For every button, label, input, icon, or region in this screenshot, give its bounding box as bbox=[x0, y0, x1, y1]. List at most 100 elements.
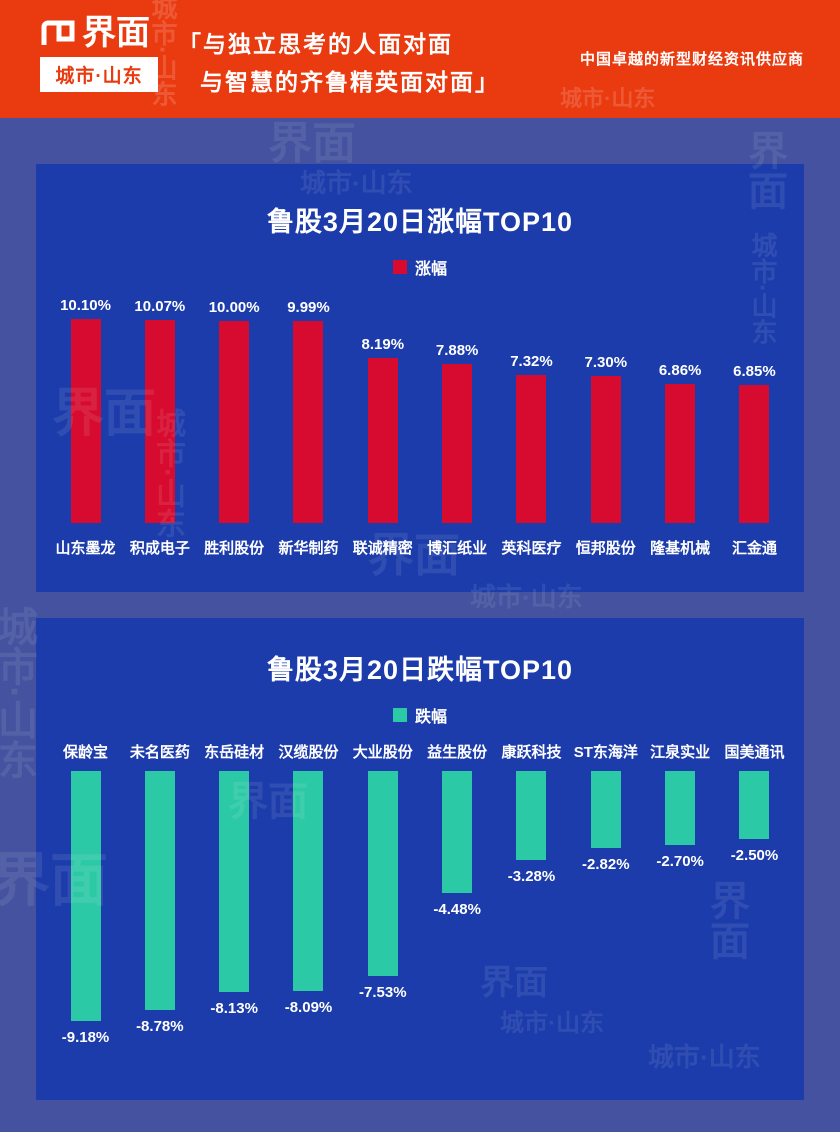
bar-column: 康跃科技 -3.28% bbox=[496, 741, 567, 1053]
bar-column: 9.99% 新华制药 bbox=[273, 293, 344, 557]
bar-category-label: 江泉实业 bbox=[650, 744, 711, 761]
losers-legend-swatch bbox=[392, 708, 407, 722]
bar-category-label: 积成电子 bbox=[129, 540, 190, 557]
losers-legend-label: 跌幅 bbox=[414, 709, 447, 726]
bar-column: 国美通讯 -2.50% bbox=[719, 741, 790, 1053]
bar-category-label: 国美通讯 bbox=[724, 744, 785, 761]
bar-category-label: 汇金通 bbox=[731, 540, 777, 557]
bar-category-label: 康跃科技 bbox=[501, 744, 562, 761]
bar-column: 未名医药 -8.78% bbox=[124, 741, 195, 1053]
bar bbox=[293, 321, 324, 523]
gainers-legend-swatch bbox=[392, 260, 407, 274]
bar-category-label: 保龄宝 bbox=[62, 744, 108, 761]
watermark-city: 城市·山东 bbox=[0, 606, 36, 780]
jiemian-logo-icon bbox=[40, 19, 76, 47]
bar-value-label: 8.19% bbox=[361, 336, 405, 353]
losers-legend: 跌幅 bbox=[36, 703, 804, 727]
bar-value-label: -4.48% bbox=[433, 901, 481, 918]
bar-category-label: 东岳硅材 bbox=[204, 744, 265, 761]
gainers-legend: 涨幅 bbox=[36, 255, 804, 279]
header-tagline: 中国卓越的新型财经资讯供应商 bbox=[579, 51, 804, 68]
bar bbox=[590, 376, 621, 523]
bar-value-label: 6.86% bbox=[658, 362, 702, 379]
bar-category-label: 恒邦股份 bbox=[575, 540, 636, 557]
brand-sub-badge: 城市·山东 bbox=[40, 57, 158, 92]
bar-value-label: 7.32% bbox=[510, 353, 553, 370]
bar-category-label: 新华制药 bbox=[278, 540, 339, 557]
bar-category-label: 联诚精密 bbox=[352, 540, 413, 557]
bar-column: 7.32% 英科医疗 bbox=[496, 293, 567, 557]
bar-value-label: 7.88% bbox=[435, 342, 479, 359]
bar-value-label: -2.50% bbox=[730, 847, 779, 864]
watermark-brand: 界面 bbox=[268, 119, 356, 168]
gainers-legend-label: 涨幅 bbox=[414, 261, 447, 278]
header-banner: 界面 城市·山东 「与独立思考的人面对面 与智慧的齐鲁精英面对面」 中国卓越的新… bbox=[0, 0, 840, 118]
bar-value-label: -2.70% bbox=[656, 853, 704, 870]
bar bbox=[739, 771, 770, 839]
bar-column: 保龄宝 -9.18% bbox=[50, 741, 121, 1053]
bar bbox=[665, 771, 696, 845]
bar-value-label: -7.53% bbox=[359, 984, 407, 1001]
bar bbox=[516, 771, 547, 860]
bar-category-label: 益生股份 bbox=[427, 744, 488, 761]
gainers-chart-title: 鲁股3月20日涨幅TOP10 bbox=[266, 207, 574, 237]
gainers-bar-plot: 10.10% 山东墨龙 10.07% 积成电子 10.00% 胜利股份 9.99% 新华制药 8… bbox=[36, 293, 804, 557]
bar bbox=[144, 771, 175, 1010]
bar bbox=[665, 384, 696, 523]
bar bbox=[219, 771, 250, 992]
bar-category-label: 山东墨龙 bbox=[55, 540, 116, 557]
bar bbox=[442, 364, 473, 523]
bar-category-label: 英科医疗 bbox=[501, 540, 562, 557]
bar-value-label: 9.99% bbox=[287, 299, 330, 316]
bar-column: 7.88% 博汇纸业 bbox=[422, 293, 493, 557]
bar-column: 8.19% 联诚精密 bbox=[347, 293, 418, 557]
bar-column: 大业股份 -7.53% bbox=[347, 741, 418, 1053]
bar-value-label: 10.10% bbox=[60, 297, 111, 314]
bar bbox=[442, 771, 473, 893]
bar bbox=[219, 321, 250, 523]
brand-logo: 界面 bbox=[40, 16, 170, 50]
bar-category-label: 未名医药 bbox=[129, 744, 190, 761]
bar-value-label: -8.09% bbox=[284, 999, 333, 1016]
bar-value-label: -3.28% bbox=[507, 868, 556, 885]
bar-value-label: -8.78% bbox=[136, 1018, 184, 1035]
bar-column: 益生股份 -4.48% bbox=[422, 741, 493, 1053]
losers-bar-plot: 保龄宝 -9.18% 未名医药 -8.78% 东岳硅材 -8.13% 汉缆股份 -8.09% 大… bbox=[36, 741, 804, 1053]
bar bbox=[516, 375, 547, 523]
bar-value-label: 7.30% bbox=[584, 354, 628, 371]
bar-value-label: 6.85% bbox=[733, 363, 776, 380]
losers-chart-title: 鲁股3月20日跌幅TOP10 bbox=[266, 655, 574, 685]
bar-value-label: -2.82% bbox=[582, 856, 630, 873]
bar-category-label: 胜利股份 bbox=[204, 540, 265, 557]
bar bbox=[367, 358, 398, 523]
bar bbox=[590, 771, 621, 848]
bar-column: 6.85% 汇金通 bbox=[719, 293, 790, 557]
bar bbox=[70, 319, 101, 523]
bar bbox=[144, 320, 175, 523]
slogan-line-1: 「与独立思考的人面对面 bbox=[178, 31, 453, 57]
brand-logo-block: 界面 城市·山东 bbox=[40, 16, 170, 92]
gainers-chart-card: 鲁股3月20日涨幅TOP10 涨幅 10.10% 山东墨龙 10.07% 积成电子 10… bbox=[36, 164, 804, 592]
bar bbox=[70, 771, 101, 1021]
bar-category-label: 汉缆股份 bbox=[278, 744, 339, 761]
losers-chart-card: 鲁股3月20日跌幅TOP10 跌幅 保龄宝 -9.18% 未名医药 -8.78% 东岳硅… bbox=[36, 618, 804, 1100]
slogan-line-2: 与智慧的齐鲁精英面对面」 bbox=[200, 68, 500, 95]
bar-column: 6.86% 隆基机械 bbox=[645, 293, 716, 557]
bar-column: 汉缆股份 -8.09% bbox=[273, 741, 344, 1053]
bar-column: ST东海洋 -2.82% bbox=[570, 741, 641, 1053]
bar-value-label: 10.00% bbox=[208, 299, 260, 316]
bar-column: 江泉实业 -2.70% bbox=[645, 741, 716, 1053]
bar bbox=[739, 385, 770, 523]
bar-value-label: -8.13% bbox=[210, 1000, 258, 1017]
bar-column: 10.00% 胜利股份 bbox=[199, 293, 270, 557]
bar-category-label: 隆基机械 bbox=[650, 540, 711, 557]
header-slogan: 「与独立思考的人面对面 与智慧的齐鲁精英面对面」 bbox=[178, 26, 500, 102]
bar-category-label: 大业股份 bbox=[352, 744, 413, 761]
brand-logo-text: 界面 bbox=[82, 14, 150, 52]
bar-column: 东岳硅材 -8.13% bbox=[199, 741, 270, 1053]
bar-value-label: -9.18% bbox=[61, 1029, 110, 1046]
bar-column: 10.10% 山东墨龙 bbox=[50, 293, 121, 557]
bar-category-label: ST东海洋 bbox=[573, 744, 638, 761]
bar bbox=[367, 771, 398, 976]
bar-category-label: 博汇纸业 bbox=[427, 540, 488, 557]
